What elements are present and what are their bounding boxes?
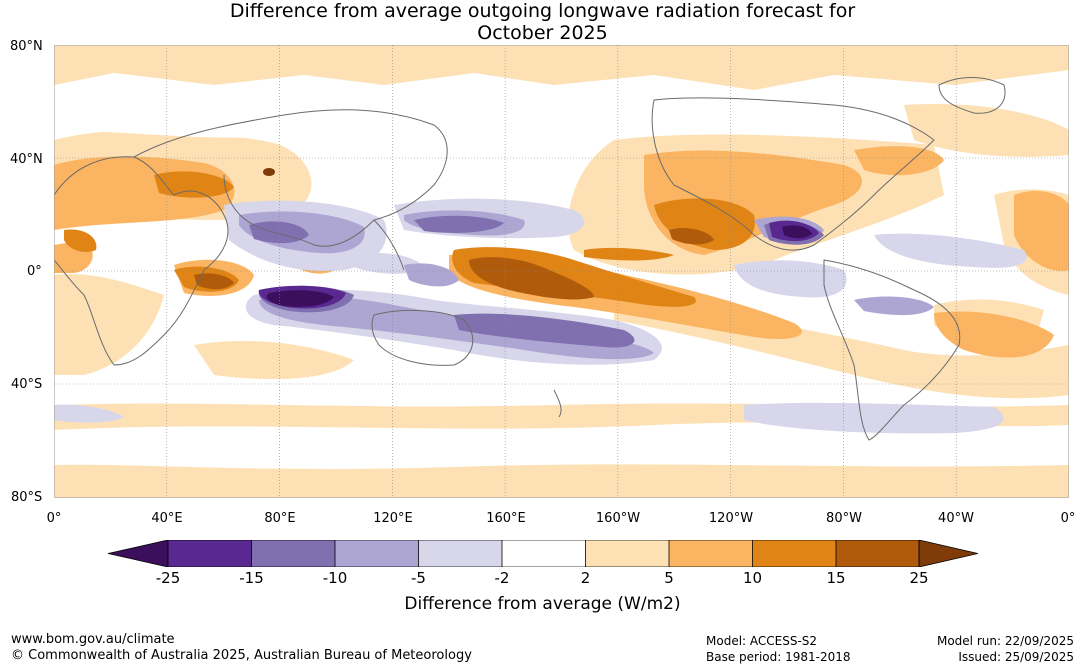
near-zero-regions [54, 98, 1069, 469]
colorbar [107, 539, 979, 568]
anomaly-under-minus25-regions [266, 225, 812, 307]
colorbar-tick: -10 [322, 569, 348, 587]
lat-label-40s: 40°S [11, 377, 43, 392]
coastlines [53, 77, 1006, 441]
lat-label-40n: 40°N [10, 152, 43, 167]
lon-label-40e: 40°E [151, 511, 183, 526]
colorbar-tick: 2 [580, 569, 591, 587]
colorbar-seg-8 [752, 540, 836, 567]
colorbar-title: Difference from average (W/m2) [404, 594, 681, 614]
olr-anomaly-map [53, 45, 1069, 498]
lon-label-160e: 160°E [486, 511, 526, 526]
colorbar-tick: 15 [826, 569, 846, 587]
chart-title-line2: October 2025 [477, 22, 608, 44]
footer-url[interactable]: www.bom.gov.au/climate [11, 632, 175, 647]
colorbar-seg-5 [502, 540, 586, 567]
lon-label-120w: 120°W [708, 511, 754, 526]
colorbar-tick: 25 [909, 569, 929, 587]
footer-base-period: Base period: 1981-2018 [706, 650, 851, 664]
footer-issued: Issued: 25/09/2025 [958, 650, 1074, 664]
footer-model: Model: ACCESS-S2 [706, 634, 818, 648]
lon-label-0-end: 0° [1060, 511, 1076, 526]
lon-label-120e: 120°E [373, 511, 413, 526]
colorbar-seg-9 [836, 540, 919, 567]
colorbar-seg-3 [335, 540, 419, 567]
lon-label-80w: 80°W [826, 511, 862, 526]
graticule [54, 45, 1069, 498]
lon-label-160w: 160°W [595, 511, 641, 526]
footer-copyright: © Commonwealth of Australia 2025, Austra… [11, 648, 472, 663]
anomaly-15-to-25-regions [194, 228, 714, 300]
colorbar-extend-low [107, 539, 169, 568]
lon-label-80e: 80°E [264, 511, 296, 526]
map-frame [54, 45, 1069, 498]
colorbar-seg-7 [669, 540, 753, 567]
colorbar-tick: -25 [155, 569, 181, 587]
footer-model-run: Model run: 22/09/2025 [936, 634, 1074, 648]
colorbar-tick: -15 [239, 569, 264, 587]
lon-label-40w: 40°W [938, 511, 974, 526]
anomaly-over-25-region [263, 168, 275, 176]
colorbar-seg-6 [585, 540, 669, 567]
colorbar-seg-2 [251, 540, 335, 567]
colorbar-tick: 10 [742, 569, 763, 587]
lat-label-80s: 80°S [11, 490, 43, 505]
colorbar-seg-1 [168, 540, 252, 567]
colorbar-tick: 5 [664, 569, 674, 587]
colorbar-seg-4 [418, 540, 502, 567]
lon-label-0: 0° [46, 511, 62, 526]
colorbar-tick: -5 [411, 569, 426, 587]
colorbar-extend-high [918, 539, 979, 568]
colorbar-tick: -2 [494, 569, 510, 587]
lat-label-equator: 0° [27, 264, 42, 279]
lat-label-80n: 80°N [10, 39, 43, 54]
chart-title-line1: Difference from average outgoing longwav… [229, 0, 856, 22]
